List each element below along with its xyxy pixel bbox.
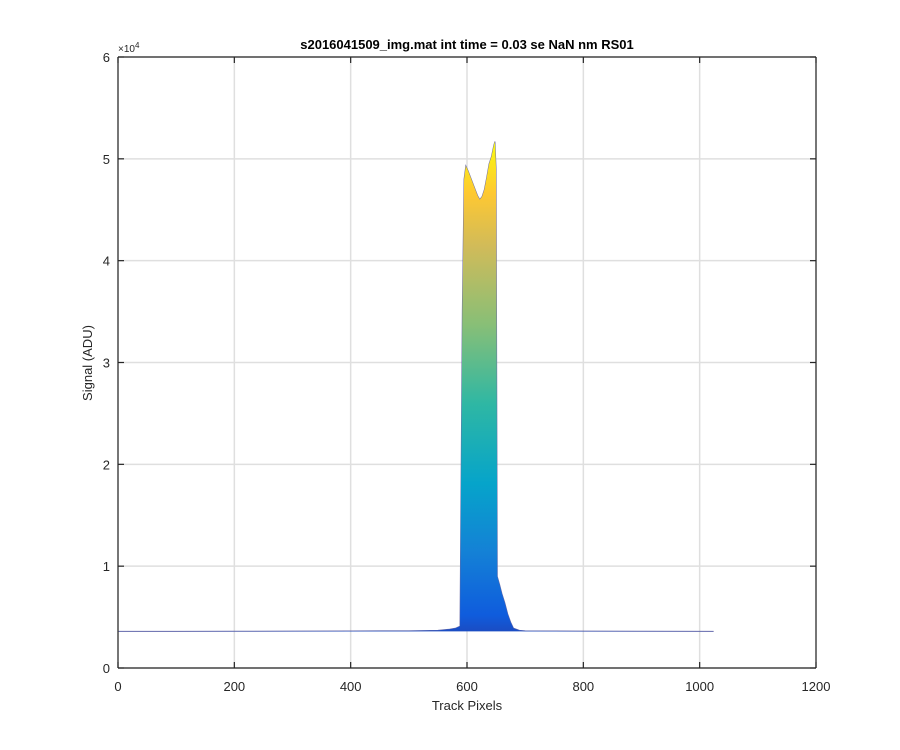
y-tick-label: 6 (103, 50, 110, 65)
y-exponent-multiplier: ×104 (118, 41, 140, 55)
y-tick-label: 5 (103, 152, 110, 167)
x-tick-label: 1200 (802, 679, 831, 694)
y-tick-label: 3 (103, 356, 110, 371)
x-tick-label: 1000 (685, 679, 714, 694)
y-tick-label: 0 (103, 661, 110, 676)
y-exponent-base: ×10 (118, 44, 135, 55)
x-tick-label: 600 (456, 679, 478, 694)
tick-labels: 0 200 400 600 800 1000 1200 0 1 2 3 4 5 6 (103, 50, 831, 694)
y-tick-label: 4 (103, 254, 110, 269)
y-tick-label: 1 (103, 559, 110, 574)
signal-area (118, 141, 714, 632)
signal-baseline-trace (118, 141, 714, 632)
y-axis-label: Signal (ADU) (80, 325, 95, 401)
x-tick-label: 0 (114, 679, 121, 694)
y-tick-label: 2 (103, 457, 110, 472)
x-tick-label: 400 (340, 679, 362, 694)
x-tick-label: 200 (223, 679, 245, 694)
axes-frame (117, 56, 817, 669)
x-tick-label: 800 (572, 679, 594, 694)
chart-title: s2016041509_img.mat int time = 0.03 se N… (300, 37, 634, 52)
x-axis-label: Track Pixels (432, 698, 503, 713)
y-exponent-power: 4 (135, 41, 140, 50)
data-layer (118, 141, 714, 632)
